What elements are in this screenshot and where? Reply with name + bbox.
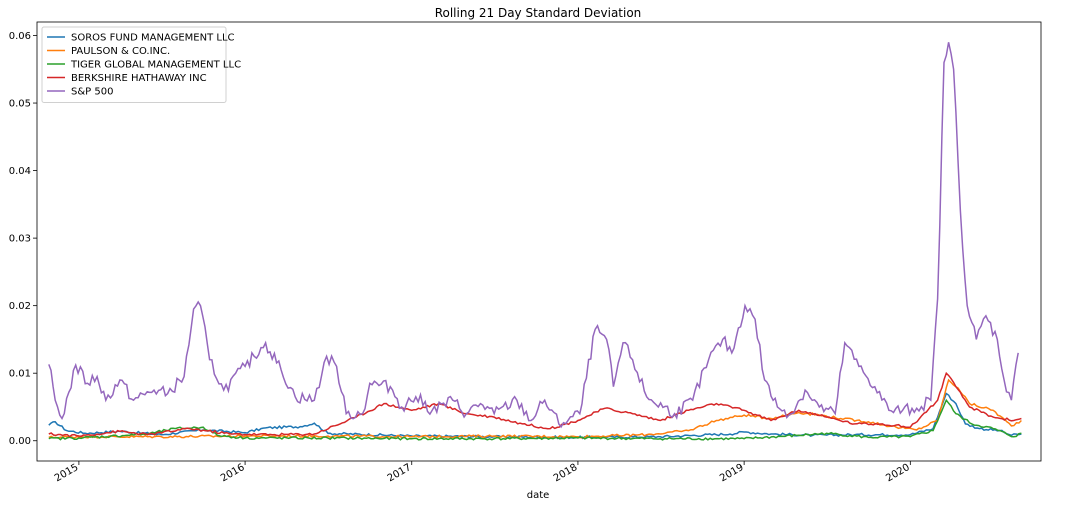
series-line-2 — [48, 398, 1022, 441]
legend-label: TIGER GLOBAL MANAGEMENT LLC — [70, 60, 241, 71]
legend: SOROS FUND MANAGEMENT LLC PAULSON & CO.IN… — [41, 26, 241, 103]
y-tick-label: 0.00 — [9, 436, 31, 447]
y-tick-label: 0.05 — [9, 99, 31, 110]
y-tick-label: 0.01 — [9, 369, 31, 380]
x-axis-label: date — [527, 490, 550, 501]
x-tick-label: 2020 — [884, 462, 912, 484]
y-tick-label: 0.03 — [9, 234, 31, 245]
chart-title: Rolling 21 Day Standard Deviation — [435, 6, 642, 20]
x-tick-label: 2018 — [552, 462, 580, 484]
series-line-4 — [48, 42, 1019, 429]
y-tick-label: 0.06 — [9, 31, 31, 42]
y-tick-label: 0.02 — [9, 301, 31, 312]
x-tick-label: 2019 — [718, 462, 746, 484]
legend-label: PAULSON & CO.INC. — [71, 46, 170, 57]
legend-label: BERKSHIRE HATHAWAY INC — [71, 73, 207, 84]
legend-box — [41, 26, 227, 103]
legend-label: SOROS FUND MANAGEMENT LLC — [71, 33, 235, 44]
x-tick-label: 2016 — [219, 462, 247, 484]
legend-label: S&P 500 — [71, 87, 113, 98]
series-line-3 — [48, 371, 1022, 438]
plot-area — [48, 42, 1022, 441]
x-tick-label: 2017 — [386, 462, 414, 484]
axes-frame — [36, 21, 1042, 462]
y-tick-label: 0.04 — [9, 166, 31, 177]
series-line-1 — [48, 378, 1022, 439]
x-tick-label: 2015 — [53, 462, 81, 484]
